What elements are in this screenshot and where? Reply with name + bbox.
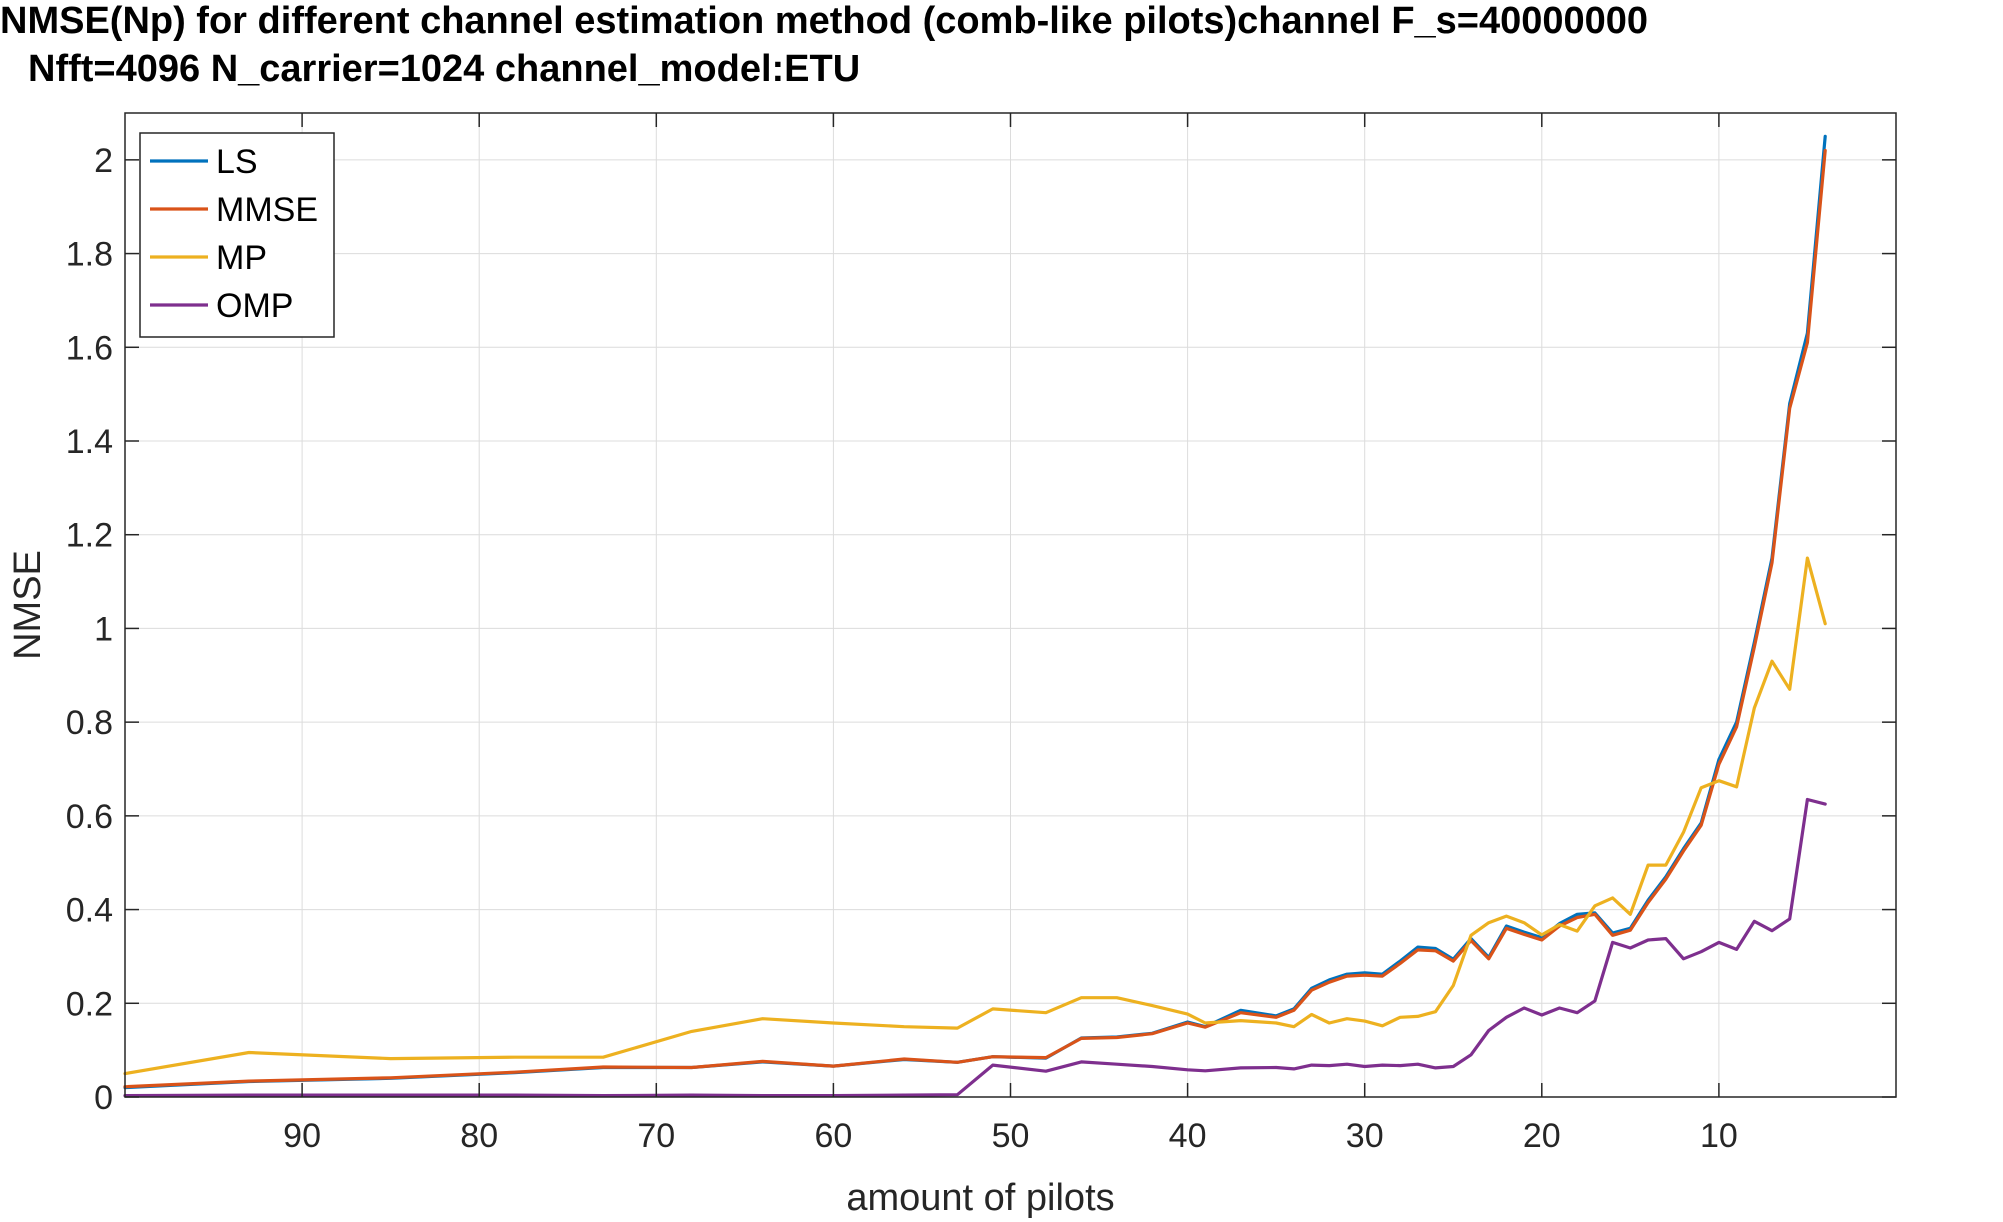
x-tick-label: 40 (1169, 1117, 1207, 1155)
y-tick-label: 1.4 (66, 423, 113, 461)
x-tick-label: 60 (814, 1117, 852, 1155)
legend-box (139, 132, 335, 338)
axis-labels: 90 80 70 60 50 40 30 20 10 0 0.2 0.4 0.6 0.8 1 1.2 1.4 1.… (7, 142, 1738, 1219)
x-tick-label: 70 (637, 1117, 675, 1155)
y-tick-label: 1.8 (66, 236, 113, 274)
x-tick-label: 30 (1346, 1117, 1384, 1155)
series-line-omp (123, 797, 1827, 1098)
y-tick-label: 0.2 (66, 985, 113, 1023)
series-line-mmse (123, 148, 1827, 1089)
legend-label-omp: OMP (216, 287, 293, 325)
legend[interactable]: LS MMSE MP OMP (139, 132, 335, 338)
legend-label-ls: LS (216, 143, 258, 181)
y-axis-label: NMSE (7, 550, 49, 660)
series-lines (123, 134, 1827, 1098)
y-tick-label: 0.6 (66, 798, 113, 836)
axis-ticks (125, 113, 1896, 1098)
legend-label-mmse: MMSE (216, 191, 318, 229)
x-tick-label: 90 (283, 1117, 321, 1155)
chart-title: NMSE(Np) for different channel estimatio… (0, 0, 1649, 42)
y-tick-label: 0 (94, 1079, 113, 1117)
y-tick-label: 1.6 (66, 329, 113, 367)
y-tick-label: 1 (94, 610, 113, 648)
series-line-ls (123, 134, 1827, 1090)
chart-subtitle: Nfft=4096 N_carrier=1024 channel_model:E… (28, 48, 861, 90)
x-tick-label: 80 (460, 1117, 498, 1155)
y-tick-label: 0.8 (66, 704, 113, 742)
y-tick-label: 1.2 (66, 517, 113, 555)
legend-label-mp: MP (216, 239, 267, 277)
x-tick-label: 20 (1523, 1117, 1561, 1155)
x-tick-label: 10 (1700, 1117, 1738, 1155)
y-tick-label: 2 (94, 142, 113, 180)
x-tick-label: 50 (992, 1117, 1030, 1155)
series-line-mp (123, 556, 1827, 1076)
x-axis-label: amount of pilots (846, 1177, 1114, 1219)
y-tick-label: 0.4 (66, 892, 113, 930)
